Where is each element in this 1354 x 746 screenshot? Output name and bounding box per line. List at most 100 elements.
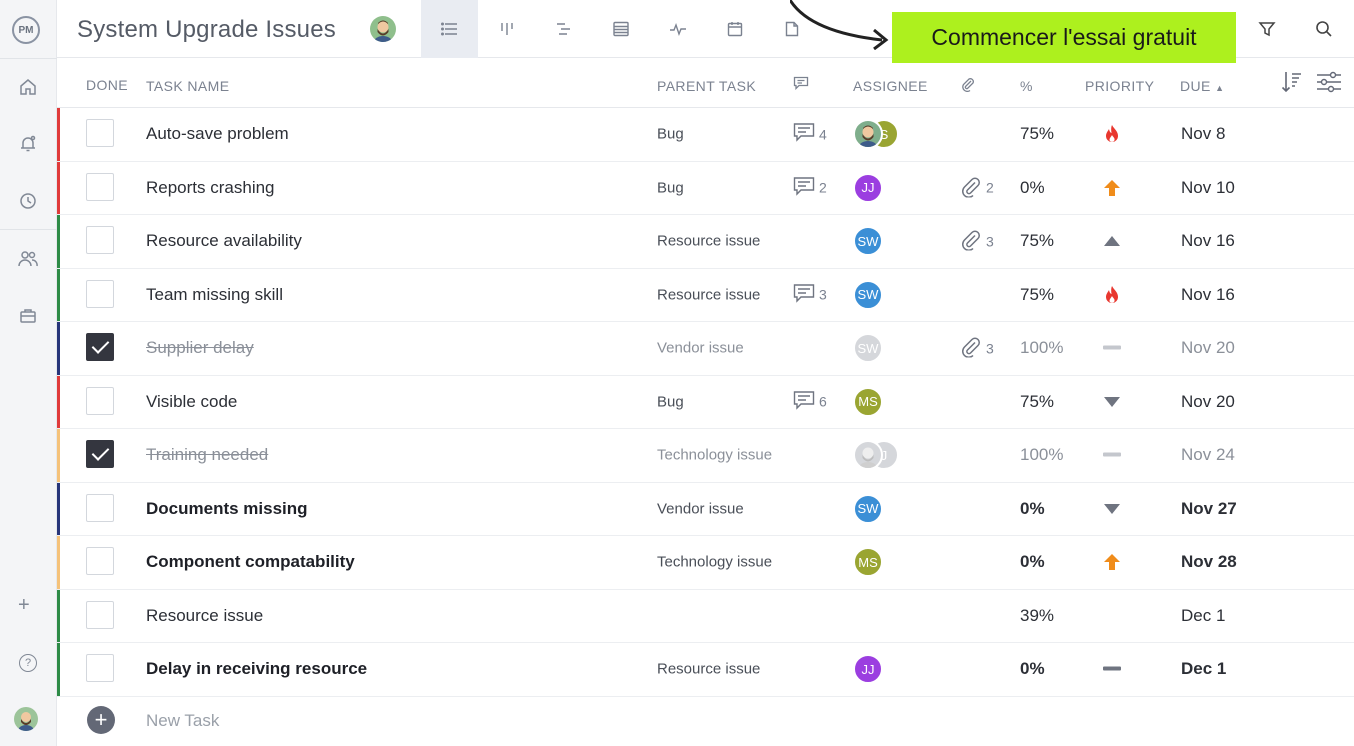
priority-critical-icon[interactable] — [1100, 283, 1124, 307]
assignee-avatar[interactable]: JJ — [853, 172, 883, 203]
col-due[interactable]: DUE ▲ — [1180, 78, 1224, 94]
table-row[interactable]: Team missing skill Resource issue 3 SW 75% No… — [57, 268, 1354, 322]
calendar-view-icon[interactable] — [706, 0, 763, 58]
attachments-indicator[interactable]: 2 — [960, 175, 994, 200]
list-view-icon[interactable] — [421, 0, 478, 58]
table-row[interactable]: Supplier delay Vendor issue SW 3 100% Nov 20 — [57, 322, 1354, 376]
assignee-avatars[interactable]: MS — [853, 386, 913, 417]
task-name[interactable]: Supplier delay — [146, 338, 254, 358]
assignee-avatars[interactable]: SW — [853, 226, 913, 257]
task-name[interactable]: Team missing skill — [146, 284, 283, 304]
priority-high-icon[interactable] — [1100, 550, 1124, 574]
task-name[interactable]: Reports crashing — [146, 177, 275, 197]
files-view-icon[interactable] — [763, 0, 820, 58]
assignee-avatar[interactable] — [853, 440, 883, 471]
attachments-indicator[interactable]: 3 — [960, 336, 994, 361]
attachments-indicator[interactable]: 3 — [960, 229, 994, 254]
assignee-avatar[interactable]: JJ — [853, 654, 883, 685]
due-date[interactable]: Nov 16 — [1181, 284, 1235, 304]
dashboard-view-icon[interactable] — [649, 0, 706, 58]
done-checkbox[interactable] — [86, 600, 114, 629]
table-row[interactable]: Reports crashing Bug 2 JJ 2 0% Nov 10 — [57, 161, 1354, 215]
table-row[interactable]: Component compatability Technology issue M… — [57, 536, 1354, 590]
assignee-avatar[interactable]: SW — [853, 333, 883, 364]
due-date[interactable]: Nov 24 — [1181, 445, 1235, 465]
clock-icon[interactable] — [16, 189, 40, 213]
table-row[interactable]: Visible code Bug 6 MS 75% Nov 20 — [57, 375, 1354, 429]
priority-none-icon[interactable] — [1100, 336, 1124, 360]
assignee-avatars[interactable]: SW — [853, 279, 913, 310]
priority-low-icon[interactable] — [1100, 497, 1124, 521]
assignee-avatars[interactable]: SW — [853, 493, 913, 524]
done-checkbox[interactable] — [86, 226, 114, 254]
user-avatar[interactable] — [14, 707, 38, 731]
home-icon[interactable] — [16, 75, 40, 99]
assignee-avatars[interactable]: MS — [853, 547, 913, 578]
filter-icon[interactable] — [1256, 18, 1278, 40]
board-view-icon[interactable] — [478, 0, 535, 58]
col-parent-task[interactable]: PARENT TASK — [657, 78, 757, 94]
priority-high-icon[interactable] — [1100, 176, 1124, 200]
assignee-avatars[interactable]: JJ — [853, 172, 913, 203]
new-task-label[interactable]: New Task — [146, 711, 220, 730]
done-checkbox[interactable] — [86, 386, 114, 415]
new-task-row[interactable]: + New Task — [57, 695, 1354, 746]
app-logo[interactable]: PM — [12, 16, 40, 44]
assignee-avatar[interactable]: MS — [853, 547, 883, 578]
due-date[interactable]: Nov 20 — [1181, 391, 1235, 411]
search-icon[interactable] — [1313, 18, 1335, 40]
task-name[interactable]: Visible code — [146, 391, 238, 411]
project-owner-avatar[interactable] — [370, 16, 396, 42]
assignee-avatars[interactable]: SW — [853, 333, 913, 364]
task-name[interactable]: Training needed — [146, 445, 269, 465]
task-name[interactable]: Resource availability — [146, 231, 302, 251]
table-row[interactable]: Delay in receiving resource Resource issu… — [57, 643, 1354, 697]
assignee-avatars[interactable]: J — [853, 440, 913, 471]
task-name[interactable]: Delay in receiving resource — [146, 659, 368, 679]
assignee-avatars[interactable]: JJ — [853, 654, 913, 685]
comments-indicator[interactable]: 4 — [793, 123, 827, 146]
due-date[interactable]: Dec 1 — [1181, 605, 1226, 625]
comments-indicator[interactable]: 6 — [793, 390, 827, 413]
task-name[interactable]: Component compatability — [146, 552, 355, 572]
team-icon[interactable] — [16, 247, 40, 271]
task-name[interactable]: Auto-save problem — [146, 124, 289, 144]
due-date[interactable]: Nov 10 — [1181, 177, 1235, 197]
done-checkbox[interactable] — [86, 333, 114, 361]
due-date[interactable]: Nov 27 — [1181, 498, 1237, 518]
comments-indicator[interactable]: 2 — [793, 176, 827, 199]
assignee-avatars[interactable]: S — [853, 119, 913, 150]
table-row[interactable]: Documents missing Vendor issue SW 0% Nov 27 — [57, 482, 1354, 536]
attachments-col-icon[interactable] — [960, 76, 976, 95]
comments-col-icon[interactable] — [793, 76, 809, 93]
done-checkbox[interactable] — [86, 547, 114, 575]
start-free-trial-button[interactable]: Commencer l'essai gratuit — [892, 12, 1236, 63]
due-date[interactable]: Nov 28 — [1181, 552, 1237, 572]
done-checkbox[interactable] — [86, 654, 114, 682]
table-row[interactable]: Resource issue 39% Dec 1 — [57, 589, 1354, 643]
briefcase-icon[interactable] — [16, 304, 40, 328]
assignee-avatar[interactable]: MS — [853, 386, 883, 417]
assignee-avatar[interactable]: SW — [853, 279, 883, 310]
column-settings-icon[interactable] — [1316, 71, 1342, 96]
col-assignee[interactable]: ASSIGNEE — [853, 78, 928, 94]
table-row[interactable]: Resource availability Resource issue SW 3 75… — [57, 215, 1354, 269]
gantt-view-icon[interactable] — [535, 0, 592, 58]
priority-medium-icon[interactable] — [1100, 229, 1124, 253]
done-checkbox[interactable] — [86, 493, 114, 522]
add-icon[interactable]: + — [18, 594, 30, 616]
due-date[interactable]: Nov 8 — [1181, 124, 1226, 144]
assignee-avatars[interactable] — [853, 601, 913, 631]
sheet-view-icon[interactable] — [592, 0, 649, 58]
col-priority[interactable]: PRIORITY — [1085, 78, 1155, 94]
done-checkbox[interactable] — [86, 172, 114, 201]
add-task-icon[interactable]: + — [87, 706, 115, 734]
assignee-avatar[interactable]: SW — [853, 493, 883, 524]
help-icon[interactable]: ? — [19, 654, 37, 672]
priority-critical-icon[interactable] — [1100, 122, 1124, 146]
done-checkbox[interactable] — [86, 440, 114, 468]
table-row[interactable]: Training needed Technology issue J 100% Nov … — [57, 429, 1354, 483]
done-checkbox[interactable] — [86, 279, 114, 308]
col-task-name[interactable]: TASK NAME — [146, 78, 230, 94]
sort-icon[interactable] — [1281, 70, 1305, 97]
